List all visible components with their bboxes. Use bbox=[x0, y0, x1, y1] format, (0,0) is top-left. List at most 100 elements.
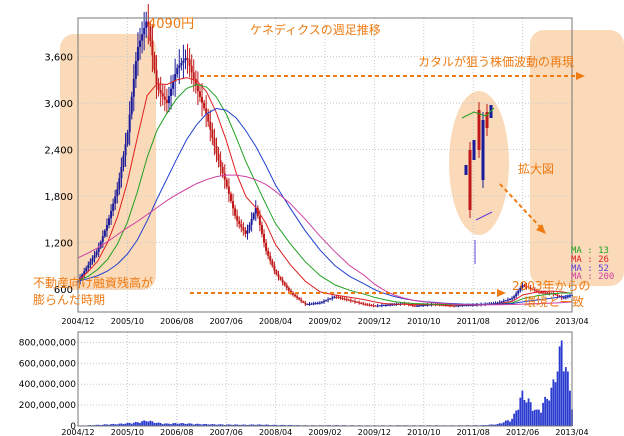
zoom-candle-body bbox=[477, 110, 481, 150]
volume-bar bbox=[114, 424, 117, 426]
candle-body bbox=[279, 277, 282, 280]
price-tick-label: 3,000 bbox=[44, 99, 73, 110]
volume-bar bbox=[564, 367, 567, 426]
candle-body bbox=[376, 305, 379, 307]
volume-bar bbox=[225, 424, 228, 426]
candle-body bbox=[296, 296, 299, 298]
candle-body bbox=[327, 299, 330, 301]
volume-date-tick-label: 2012/06 bbox=[506, 428, 539, 436]
candle-body bbox=[120, 166, 123, 179]
candle-body bbox=[289, 290, 292, 294]
candle-body bbox=[308, 303, 311, 305]
volume-bar bbox=[281, 424, 284, 426]
candle-body bbox=[132, 78, 135, 97]
candle-body bbox=[215, 145, 218, 154]
volume-bar bbox=[232, 424, 234, 426]
candle-body bbox=[246, 230, 249, 234]
volume-bar bbox=[556, 371, 559, 426]
candle-body bbox=[380, 305, 383, 307]
price-tick-label: 3,600 bbox=[44, 53, 73, 64]
volume-bar bbox=[492, 424, 495, 426]
volume-bar bbox=[525, 402, 528, 426]
volume-bar bbox=[515, 410, 518, 426]
volume-bar bbox=[186, 423, 189, 426]
volume-bar bbox=[558, 346, 561, 426]
volume-bar bbox=[546, 398, 549, 426]
candle-body bbox=[165, 99, 168, 104]
candle-body bbox=[207, 113, 210, 122]
zoom-candle-body bbox=[472, 140, 476, 160]
candle-body bbox=[240, 224, 243, 228]
volume-bar bbox=[289, 424, 292, 426]
candle-body bbox=[360, 302, 363, 304]
candle-body bbox=[149, 26, 152, 41]
volume-date-tick-label: 2006/08 bbox=[160, 428, 193, 436]
volume-date-tick-label: 2004/12 bbox=[61, 428, 94, 436]
volume-bar bbox=[221, 424, 224, 426]
candle-body bbox=[531, 288, 534, 290]
candle-body bbox=[517, 290, 520, 294]
candle-body bbox=[182, 60, 185, 63]
volume-bar bbox=[118, 423, 121, 426]
candle-body bbox=[281, 279, 284, 283]
candle-body bbox=[500, 301, 503, 303]
volume-bar bbox=[258, 424, 261, 426]
candle-body bbox=[275, 270, 278, 275]
highlight-recent-period bbox=[530, 30, 624, 286]
volume-bar bbox=[533, 409, 536, 426]
candle-body bbox=[283, 282, 286, 286]
candle-body bbox=[349, 300, 352, 302]
peak-label: 4090円 bbox=[148, 17, 195, 32]
volume-bar bbox=[155, 422, 158, 426]
candle-body bbox=[469, 305, 472, 307]
candle-body bbox=[250, 219, 253, 225]
candle-body bbox=[533, 289, 536, 291]
candle-body bbox=[316, 302, 319, 304]
candle-body bbox=[525, 285, 528, 287]
candle-body bbox=[238, 220, 241, 225]
volume-bar bbox=[254, 424, 257, 426]
volume-bar bbox=[157, 422, 160, 426]
volume-bar bbox=[552, 379, 555, 426]
candle-body bbox=[494, 302, 497, 304]
candle-body bbox=[87, 264, 90, 269]
volume-tick-label: 800,000,000 bbox=[19, 338, 77, 348]
candle-body bbox=[382, 305, 385, 307]
candle-body bbox=[271, 260, 274, 266]
candle-body bbox=[83, 271, 86, 275]
candle-body bbox=[178, 65, 181, 68]
candle-body bbox=[287, 287, 290, 291]
volume-bar bbox=[240, 424, 243, 426]
candle-body bbox=[196, 85, 199, 92]
volume-bar bbox=[207, 424, 210, 426]
volume-bar bbox=[488, 424, 491, 426]
candle-body bbox=[384, 304, 387, 306]
volume-bar bbox=[168, 423, 170, 426]
candle-body bbox=[136, 46, 139, 62]
volume-bar bbox=[151, 421, 154, 426]
volume-bar bbox=[217, 424, 220, 426]
bubble-label-line2: 膨らんだ時期 bbox=[33, 293, 106, 307]
environment-label-line1: 2003年からの bbox=[512, 279, 591, 293]
candle-body bbox=[314, 303, 317, 305]
volume-bar bbox=[569, 390, 571, 426]
volume-tick-label: 400,000,000 bbox=[19, 380, 77, 390]
volume-bar bbox=[238, 424, 241, 426]
volume-bar bbox=[120, 423, 123, 426]
volume-bar bbox=[279, 424, 282, 426]
candle-body bbox=[424, 304, 427, 306]
volume-tick-label: 200,000,000 bbox=[19, 401, 77, 411]
volume-bar bbox=[165, 423, 168, 426]
date-tick-label: 2011/08 bbox=[457, 317, 490, 326]
volume-bar bbox=[203, 423, 205, 426]
price-tick-label: 1,200 bbox=[44, 238, 73, 249]
date-tick-label: 2013/04 bbox=[555, 317, 588, 326]
volume-bar bbox=[209, 424, 212, 426]
candle-body bbox=[446, 305, 449, 307]
candle-body bbox=[521, 285, 524, 288]
volume-bar bbox=[566, 371, 569, 426]
axes-layer: 600 1,200 1,800 2,400 3,000 3,600 2004/12 2004/… bbox=[19, 17, 589, 436]
candle-body bbox=[451, 305, 454, 307]
volume-bar bbox=[261, 424, 263, 426]
